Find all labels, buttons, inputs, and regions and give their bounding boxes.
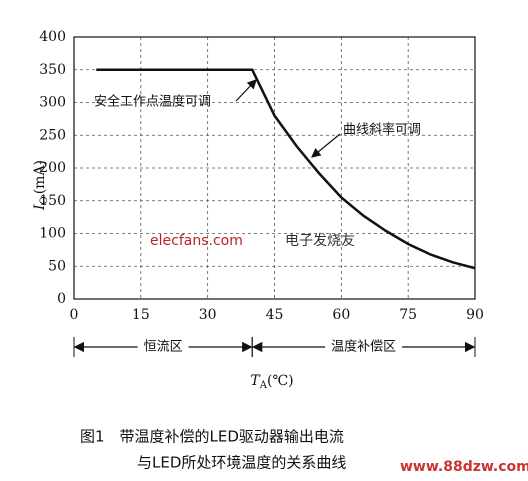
y-tick-label: 350 xyxy=(39,62,66,78)
x-axis-label: TA(℃) xyxy=(250,373,293,391)
annotation: 曲线斜率可调 xyxy=(343,122,421,138)
x-tick-label: 60 xyxy=(332,307,350,323)
y-tick-label: 0 xyxy=(57,291,66,307)
watermark: 电子发烧友 xyxy=(285,233,355,249)
y-tick-label: 400 xyxy=(39,29,66,45)
y-tick-label: 250 xyxy=(39,127,66,143)
annotation-arrow xyxy=(235,79,257,102)
y-tick-label: 50 xyxy=(48,258,66,274)
annotation-arrow xyxy=(311,133,341,158)
x-tick-label: 30 xyxy=(199,307,217,323)
data-line xyxy=(96,68,476,270)
caption: 图1 带温度补偿的LED驱动器输出电流 xyxy=(80,428,344,446)
region-label: 恒流区 xyxy=(144,340,183,355)
y-axis-label: IO(mA) xyxy=(32,160,50,211)
x-tick-label: 90 xyxy=(466,307,484,323)
x-tick-label: 75 xyxy=(399,307,417,323)
x-tick-label: 15 xyxy=(132,307,150,323)
watermark: elecfans.com xyxy=(150,233,243,249)
caption: 与LED所处环境温度的关系曲线 xyxy=(137,454,346,472)
y-tick-label: 300 xyxy=(39,95,66,111)
x-tick-label: 45 xyxy=(266,307,284,323)
y-tick-label: 100 xyxy=(39,226,66,242)
plot-frame xyxy=(73,36,476,300)
y-tick-label: 200 xyxy=(39,160,66,176)
watermark: www.88dzw.com xyxy=(400,459,528,475)
annotation: 安全工作点温度可调 xyxy=(94,94,211,110)
x-tick-label: 0 xyxy=(70,307,79,323)
region-label: 温度补偿区 xyxy=(331,339,396,355)
y-tick-label: 150 xyxy=(39,193,66,209)
